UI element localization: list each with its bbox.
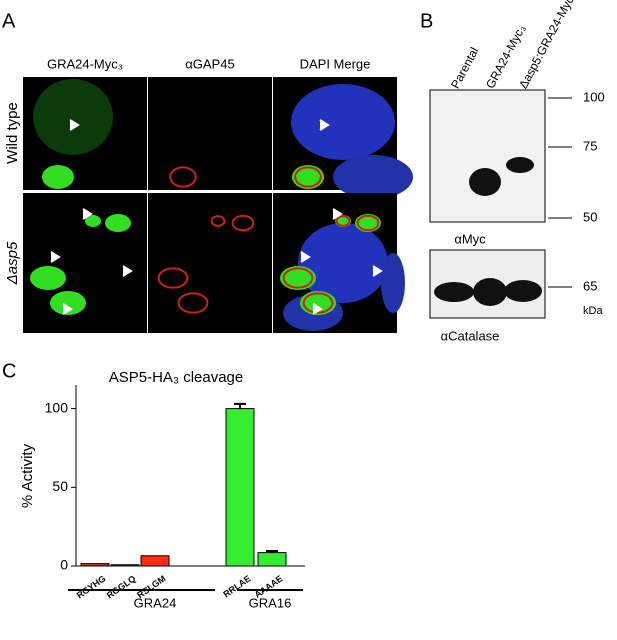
lane-label: Parental (448, 45, 481, 91)
error-bar (234, 402, 246, 409)
arrow (312, 303, 323, 315)
nucleus (333, 155, 413, 199)
arrow (319, 119, 330, 131)
arrow (332, 208, 343, 220)
blot (429, 89, 546, 223)
parasite (42, 165, 74, 189)
parasite-outline (210, 215, 226, 227)
arrow (69, 119, 80, 131)
arrow (62, 303, 73, 315)
parasite-outline (282, 267, 314, 289)
parasite-outline (302, 292, 334, 314)
nucleus (291, 84, 395, 160)
antibody-label: αMyc (454, 231, 486, 246)
bar (257, 552, 287, 567)
arrow (50, 251, 61, 263)
band (469, 168, 501, 196)
group-label: GRA16 (249, 595, 292, 610)
bar (140, 555, 170, 567)
parasite-outline (157, 267, 189, 289)
parasite (85, 215, 101, 227)
band (473, 278, 507, 306)
marker-label: 50 (583, 209, 597, 224)
parasite (50, 291, 86, 315)
bar (110, 564, 140, 567)
parasite (300, 291, 336, 315)
marker-label: 75 (583, 138, 597, 153)
band (506, 157, 534, 173)
x-tick-label: RGYHG (75, 573, 108, 600)
cytoplasm-signal (33, 79, 113, 155)
micrograph (148, 193, 272, 333)
nucleus (298, 223, 388, 303)
panel-label: B (420, 10, 433, 32)
panel-label: A (2, 10, 16, 32)
column-label: DAPI Merge (300, 56, 371, 71)
parasite-outline (356, 214, 380, 232)
arrow (372, 265, 383, 277)
y-tick-label: 100 (45, 399, 69, 415)
column-label: αGAP45 (185, 56, 234, 71)
row-label: Wild type (4, 102, 21, 164)
y-axis-label: % Activity (19, 443, 36, 508)
band (504, 280, 542, 302)
arrow (122, 265, 133, 277)
parasite (292, 165, 324, 189)
error-bar (266, 550, 278, 553)
marker-label: 65 (583, 278, 597, 293)
y-tick-label: 0 (60, 557, 68, 573)
bar (80, 563, 110, 567)
column-label: GRA24-Myc₃ (47, 56, 123, 71)
unit-label: kDa (583, 305, 603, 317)
parasite-outline (177, 292, 209, 314)
bar (225, 408, 255, 567)
nucleus (381, 253, 405, 313)
band (434, 282, 474, 302)
parasite-outline (231, 214, 255, 232)
parasite (280, 266, 316, 290)
group-label: GRA24 (134, 595, 177, 610)
lane-label: Δasp5:GRA24-Myc₃ (516, 0, 579, 91)
parasite (105, 214, 131, 232)
parasite (30, 266, 66, 290)
arrow (300, 251, 311, 263)
x-tick-label: RGGLQ (105, 573, 138, 600)
parasite-outline (335, 215, 351, 227)
y-tick-label: 50 (52, 478, 68, 494)
marker-label: 100 (583, 89, 605, 104)
parasite-outline (294, 166, 322, 188)
panel-label: C (2, 360, 16, 382)
row-label: Δasp5 (4, 241, 21, 285)
parasite-outline (169, 166, 197, 188)
micrograph (148, 77, 272, 190)
arrow (82, 208, 93, 220)
antibody-label: αCatalase (441, 328, 500, 343)
chart-title: ASP5-HA₃ cleavage (109, 369, 244, 386)
